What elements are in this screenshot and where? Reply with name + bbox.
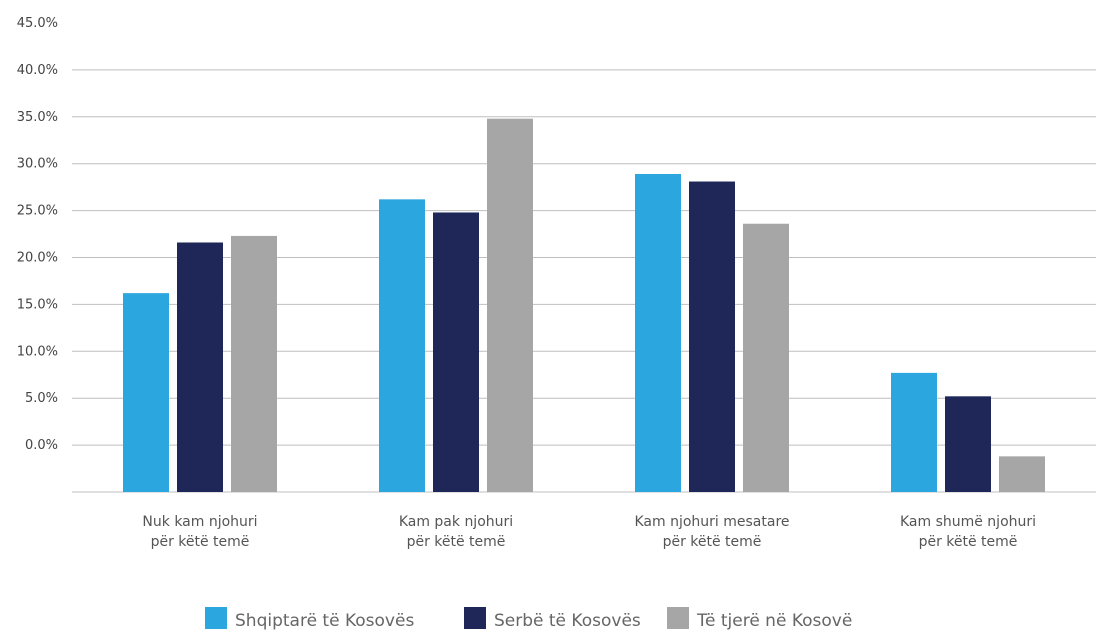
bar	[999, 456, 1045, 492]
y-tick-label: 20.0%	[17, 251, 58, 266]
x-category-label: për këtë temë	[407, 534, 506, 550]
legend-swatch	[464, 607, 486, 629]
bar	[433, 212, 479, 492]
bar	[379, 199, 425, 492]
bar	[177, 242, 223, 492]
y-axis-ticks: 45.0% 40.0% 35.0% 30.0% 25.0% 20.0% 15.0% 10.0%…	[17, 16, 58, 453]
x-category-label: për këtë temë	[151, 534, 250, 550]
y-tick-label: 25.0%	[17, 204, 58, 219]
y-tick-label: 30.0%	[17, 157, 58, 172]
legend-label: Serbë të Kosovës	[494, 611, 641, 630]
bar	[231, 235, 277, 492]
y-tick-label: 45.0%	[17, 16, 58, 31]
x-category-label: Kam shumë njohuri	[900, 514, 1036, 530]
x-category-label: për këtë temë	[919, 534, 1018, 550]
x-category-label: Kam pak njohuri	[399, 514, 513, 530]
y-tick-label: 40.0%	[17, 63, 58, 78]
legend: Shqiptarë të Kosovës Serbë të Kosovës Të t…	[205, 607, 852, 630]
bar	[635, 174, 681, 492]
bar	[689, 181, 735, 492]
bars	[123, 118, 1045, 493]
legend-swatch	[667, 607, 689, 629]
gridlines	[72, 69, 1096, 493]
y-tick-label: 15.0%	[17, 297, 58, 312]
bar	[945, 396, 991, 492]
bar	[891, 372, 937, 492]
bar	[487, 118, 533, 493]
bar	[743, 223, 789, 492]
y-tick-label: 35.0%	[17, 110, 58, 125]
legend-label: Shqiptarë të Kosovës	[235, 611, 414, 630]
x-axis-categories: Nuk kam njohuri për këtë temë Kam pak njoh…	[142, 514, 1036, 550]
x-category-label: Kam njohuri mesatare	[634, 514, 789, 530]
y-tick-label: 0.0%	[25, 438, 58, 453]
legend-swatch	[205, 607, 227, 629]
x-category-label: Nuk kam njohuri	[142, 514, 257, 530]
y-tick-label: 10.0%	[17, 344, 58, 359]
x-category-label: për këtë temë	[663, 534, 762, 550]
bar	[123, 293, 169, 492]
legend-label: Të tjerë në Kosovë	[696, 611, 852, 630]
y-tick-label: 5.0%	[25, 391, 58, 406]
